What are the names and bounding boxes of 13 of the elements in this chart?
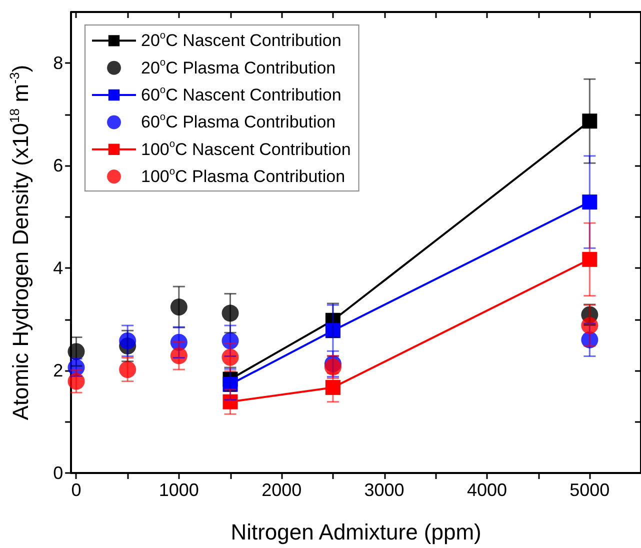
- y-axis-title: Atomic Hydrogen Density (x1018 m-3): [7, 64, 34, 420]
- x-tick-label: 3000: [364, 480, 404, 500]
- x-axis-title: Nitrogen Admixture (ppm): [230, 520, 482, 544]
- x-tick-label: 2000: [262, 480, 302, 500]
- y-tick-label: 8: [53, 53, 64, 74]
- y-tick-label: 2: [53, 360, 64, 381]
- x-tick-label: 0: [71, 480, 82, 500]
- y-tick-label: 6: [53, 156, 64, 176]
- x-tick-label: 4000: [466, 480, 507, 500]
- x-tick-label: 5000: [570, 480, 610, 500]
- x-tick-label: 1000: [158, 480, 199, 500]
- y-tick-label: 4: [53, 258, 64, 278]
- y-tick-label: 0: [53, 463, 64, 483]
